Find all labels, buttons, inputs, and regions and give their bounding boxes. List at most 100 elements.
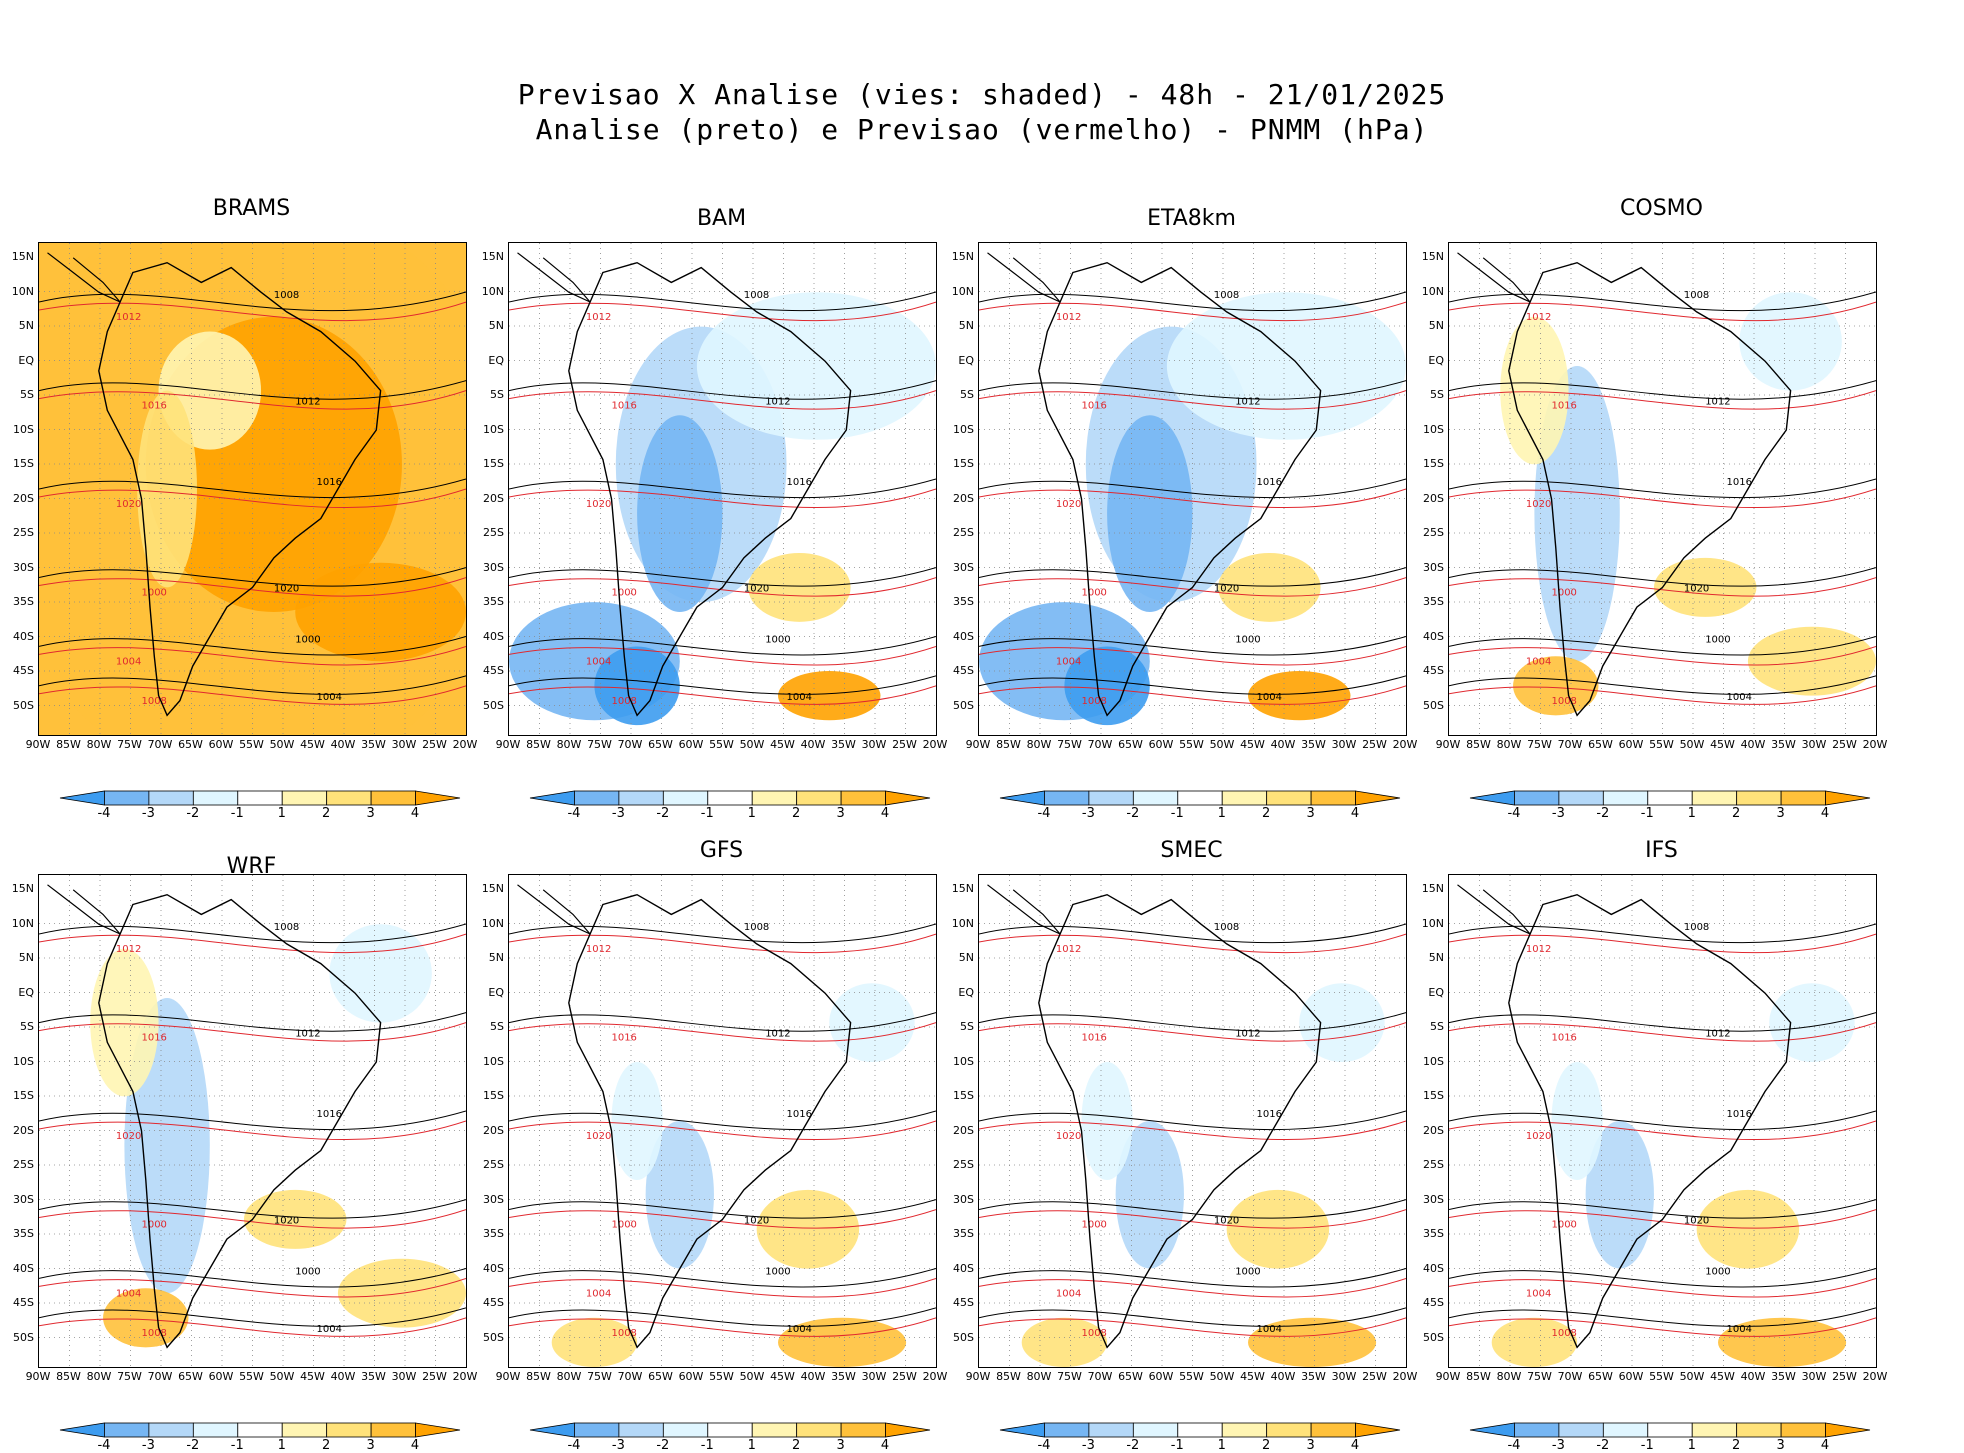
isobar-label: 1000 [141,1220,166,1231]
latitude-label: 15S [483,1089,504,1102]
latitude-label: 45S [1423,664,1444,677]
longitude-label: 40W [1740,738,1766,751]
latitude-label: 10S [953,422,974,436]
analysis-isobar [1449,1307,1876,1327]
isobar-label: 1012 [1056,944,1081,955]
isobar-label: 1016 [611,401,636,412]
colorbar-swatch [751,790,797,806]
isobar-label: 1008 [1214,290,1239,301]
latitude-label: 20S [953,1123,974,1137]
isobar-label: 1016 [1257,1109,1282,1120]
colorbar-swatch [370,790,416,806]
longitude-label: 45W [1710,1370,1735,1383]
latitude-label: 40S [953,1261,974,1275]
latitude-label: 5N [488,319,504,332]
colorbar-label: 2 [792,1438,801,1453]
bias-shading [90,948,159,1097]
latitude-label: 50S [953,698,974,712]
analysis-isobar [979,923,1406,944]
colorbar [59,1422,460,1438]
latitude-label: EQ [1428,985,1444,999]
latitude-label: 15N [481,882,504,895]
forecast-isobar [1449,1277,1876,1298]
analysis-isobar [39,1199,466,1219]
colorbar-label: -1 [1170,1438,1184,1453]
colorbar-label: -2 [1596,1438,1610,1453]
isobar-label: 1020 [1214,1216,1239,1227]
longitude-label: 30W [861,738,887,751]
analysis-isobar [39,291,466,312]
latitude-label: 10N [1421,284,1444,298]
map-panel: 1008 1012 1012 1016 1016 1020 1020 1000 1000 1004… [38,874,467,1368]
forecast-isobar [39,1022,466,1042]
analysis-isobar [1449,1267,1876,1288]
colorbar-label: 3 [366,806,375,821]
isobar-label: 1008 [1684,922,1709,933]
colorbar-label: 2 [792,806,801,821]
isobar-label: 1016 [317,1109,342,1120]
latitude-label: 20S [1423,491,1444,505]
bias-shading [1491,1317,1578,1367]
longitude-label: 55W [1649,738,1674,751]
forecast-isobar [509,685,936,705]
longitude-label: 20W [1862,1370,1888,1383]
map-canvas: 1008 1012 1012 1016 1016 1020 1020 1000 1000 1004… [979,243,1406,735]
latitude-label: EQ [18,353,34,367]
latitude-label: 40S [1423,629,1444,643]
analysis-isobar [1449,478,1876,499]
forecast-isobar [979,685,1406,705]
isobar-label: 1012 [765,1029,790,1040]
latitude-label: 35S [483,1227,504,1240]
longitude-label: 90W [1435,738,1461,751]
latitude-label: 15N [11,882,34,895]
forecast-isobar [1449,1209,1876,1229]
analysis-isobar [1449,1012,1876,1032]
colorbar-swatch [1087,790,1134,806]
isobar-label: 1000 [611,1220,636,1231]
longitude-label: 80W [556,738,582,751]
longitude-label: 25W [422,1370,447,1383]
longitude-label: 45W [300,1370,325,1383]
colorbar-label: 2 [322,806,331,821]
colorbar-label: 3 [366,1438,375,1453]
longitude-label: 85W [56,1370,81,1383]
longitude-label: 70W [1087,738,1113,751]
colorbar-swatch [192,790,238,806]
forecast-isobar [39,577,466,597]
longitude-label: 55W [239,1370,264,1383]
forecast-isobar [979,390,1406,410]
coastline [1457,884,1531,935]
latitude-label: EQ [488,985,504,999]
colorbar-label: -1 [230,1438,244,1453]
longitude-label: 60W [208,1370,234,1383]
longitude-label: 65W [1588,738,1613,751]
isobar-label: 1008 [1214,922,1239,933]
bias-shading [137,390,197,588]
panel-title: GFS [699,838,744,863]
longitude-label: 70W [1087,1370,1113,1383]
isobar-label: 1016 [787,477,812,488]
latitude-label: 15N [1421,250,1444,263]
colorbar-label: 3 [836,806,845,821]
colorbar-label: 1 [1217,1438,1226,1453]
isobar-label: 1012 [765,397,790,408]
longitude-label: 85W [56,738,81,751]
latitude-label: 25S [483,526,504,539]
forecast-isobar [979,1022,1406,1042]
latitude-label: 10S [953,1054,974,1068]
longitude-label: 25W [422,738,447,751]
isobar-label: 1016 [141,1033,166,1044]
isobar-label: 1008 [611,1328,636,1339]
longitude-label: 20W [452,1370,478,1383]
bias-shading [748,552,851,622]
colorbar-swatch [1043,790,1089,806]
panel-title: COSMO [1620,196,1703,221]
forecast-isobar [979,1209,1406,1229]
map-panel: 1008 1012 1012 1016 1016 1020 1020 1000 1000 1004… [1448,242,1877,736]
isobar-label: 1000 [765,1266,790,1277]
colorbar-label: 1 [277,806,286,821]
isobar-label: 1000 [1705,634,1730,645]
panel-title: IFS [1645,838,1678,863]
colorbar-label: -2 [186,806,200,821]
longitude-label: 60W [1148,738,1174,751]
